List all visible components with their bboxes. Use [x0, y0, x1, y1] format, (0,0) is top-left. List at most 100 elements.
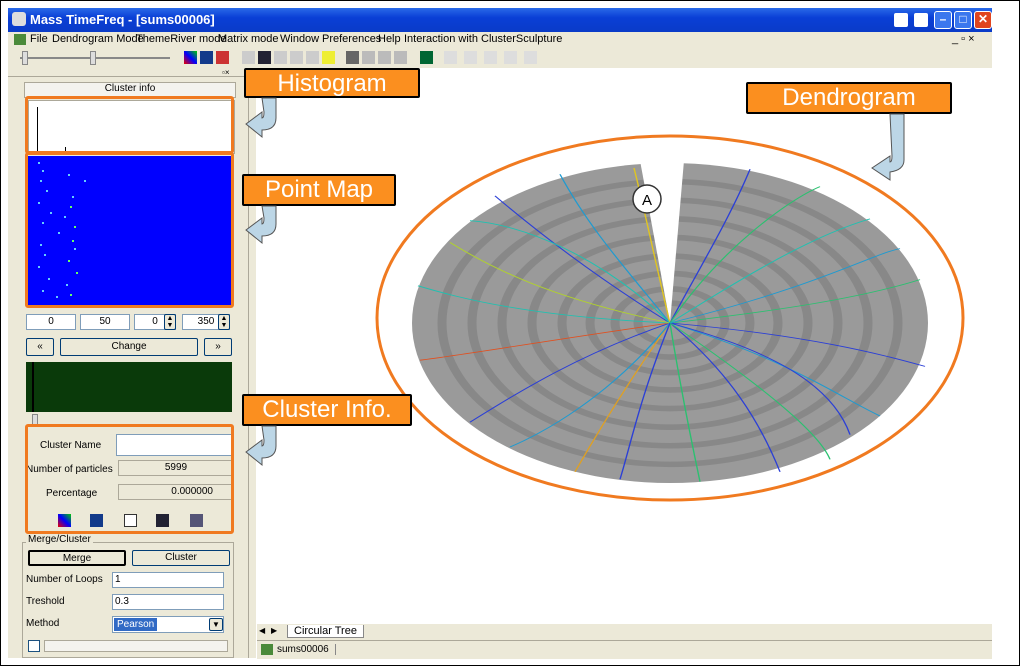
new-cluster-icon[interactable]	[124, 514, 137, 527]
menu-matrix-mode[interactable]: Matrix mode	[218, 33, 279, 45]
threshold-input[interactable]: 0.3	[112, 594, 224, 610]
histogram-bar-small	[65, 147, 66, 153]
tree-icon[interactable]	[346, 51, 359, 64]
dendrogram-arrow-icon	[871, 113, 905, 181]
point-map-arrow-icon	[245, 205, 277, 245]
callout-cluster-info: Cluster Info.	[242, 394, 412, 426]
panel-grip[interactable]	[8, 68, 248, 77]
status-bar: sums00006	[257, 640, 992, 659]
help-icon[interactable]	[322, 51, 335, 64]
save-cluster-icon[interactable]	[156, 514, 169, 527]
dendrogram-branches	[417, 167, 926, 482]
minimize-button[interactable]: –	[934, 11, 952, 29]
play-icon[interactable]	[484, 51, 497, 64]
color-map-icon[interactable]	[184, 51, 197, 64]
merge-button[interactable]: Merge	[28, 550, 126, 566]
distribution-view	[26, 362, 232, 412]
app-icon	[12, 12, 26, 26]
cluster-info-arrow-icon	[245, 425, 277, 467]
maximize-button[interactable]: □	[954, 11, 972, 29]
point-map-dots	[38, 162, 86, 298]
edit-icon[interactable]	[200, 51, 213, 64]
histogram-arrow-icon	[245, 97, 277, 139]
copy-icon[interactable]	[274, 51, 287, 64]
spinner-up-icon[interactable]: ▲ ▼	[164, 314, 176, 330]
callout-point-map: Point Map	[242, 174, 396, 206]
edit-cluster-icon[interactable]	[90, 514, 103, 527]
menu-interaction[interactable]: Interaction with ClusterSculpture	[404, 33, 563, 45]
callout-histogram: Histogram	[244, 68, 420, 98]
histogram-bar	[37, 107, 38, 153]
percentage-value: 0.000000	[118, 484, 234, 500]
threshold-label: Treshold	[26, 596, 65, 607]
cluster-info-panel: ▫× Cluster info 0 50 0 ▲ ▼ 350 ▲ ▼	[8, 68, 248, 658]
close-button[interactable]: ✕	[974, 11, 992, 29]
loops-input[interactable]: 1	[112, 572, 224, 588]
callout-dendrogram: Dendrogram	[746, 82, 952, 114]
next-button[interactable]: »	[204, 338, 232, 356]
mdi-controls[interactable]: _ ▫ ×	[952, 33, 975, 45]
bottom-scrollbar[interactable]	[44, 640, 228, 652]
monitor-icon[interactable]	[420, 51, 433, 64]
preview-icon[interactable]	[306, 51, 319, 64]
cluster-button[interactable]: Cluster	[132, 550, 230, 566]
slider-thumb[interactable]	[22, 51, 28, 65]
menu-file[interactable]: File	[30, 33, 48, 45]
merge-cluster-group	[22, 542, 234, 658]
menu-help[interactable]: Help	[378, 33, 401, 45]
mdi-restore-icon[interactable]	[894, 13, 908, 27]
circular-dendrogram[interactable]: A	[257, 68, 992, 624]
menu-window[interactable]: Window	[280, 33, 320, 45]
panel-close-icon[interactable]: ▫×	[222, 68, 230, 77]
slider-thumb-2[interactable]	[90, 51, 96, 65]
cluster-info-highlight	[25, 424, 234, 534]
layout-icon[interactable]	[362, 51, 375, 64]
tab-circular-tree[interactable]: Circular Tree	[287, 625, 364, 638]
tab-bar: ◀ ▶ Circular Tree	[257, 624, 992, 640]
menu-dendrogram-mode[interactable]: Dendrogram Mode	[52, 33, 144, 45]
tab-prev-icon[interactable]: ◀	[259, 626, 266, 635]
new-icon[interactable]	[242, 51, 255, 64]
marker-a-label: A	[642, 192, 652, 209]
forward-icon[interactable]	[464, 51, 477, 64]
document-icon	[14, 34, 26, 45]
print-icon[interactable]	[290, 51, 303, 64]
loops-label: Number of Loops	[26, 574, 103, 585]
method-select[interactable]: Pearson ▼	[112, 616, 224, 633]
marker-a	[632, 184, 662, 214]
change-button[interactable]: Change	[60, 338, 198, 356]
histogram-view	[28, 100, 235, 154]
end-icon[interactable]	[524, 51, 537, 64]
spinner-down-icon[interactable]: ▲ ▼	[218, 314, 230, 330]
export-icon[interactable]	[190, 514, 203, 527]
dendrogram-view[interactable]: A	[257, 68, 992, 624]
range-min-input[interactable]: 0	[26, 314, 76, 330]
range-max-input[interactable]: 50	[80, 314, 130, 330]
menu-preferences[interactable]: Preferences	[322, 33, 382, 45]
rewind-icon[interactable]	[444, 51, 457, 64]
layout3-icon[interactable]	[394, 51, 407, 64]
extra-checkbox[interactable]	[28, 640, 40, 652]
doc-name[interactable]: sums00006	[277, 644, 336, 655]
prev-button[interactable]: «	[26, 338, 54, 356]
layout2-icon[interactable]	[378, 51, 391, 64]
stop-icon[interactable]	[504, 51, 517, 64]
save-icon[interactable]	[258, 51, 271, 64]
dropdown-arrow-icon[interactable]: ▼	[209, 618, 223, 631]
mdi-close-icon[interactable]	[914, 13, 928, 27]
point-map-highlight	[25, 152, 234, 308]
doc-icon	[261, 644, 273, 655]
menu-bar: File Dendrogram Mode ThemeRiver mode Mat…	[8, 32, 992, 48]
percentage-label: Percentage	[46, 488, 98, 499]
panel-splitter[interactable]	[248, 68, 257, 658]
distribution-bar	[32, 362, 34, 412]
title-bar: Mass TimeFreq - [sums00006] – □ ✕	[8, 8, 992, 32]
tab-next-icon[interactable]: ▶	[271, 626, 278, 635]
color-icon[interactable]	[58, 514, 71, 527]
cluster-name-label: Cluster Name	[40, 440, 102, 451]
menu-themeriver-mode[interactable]: ThemeRiver mode	[136, 33, 227, 45]
arrow-icon[interactable]	[216, 51, 229, 64]
point-map-view[interactable]	[28, 156, 233, 306]
